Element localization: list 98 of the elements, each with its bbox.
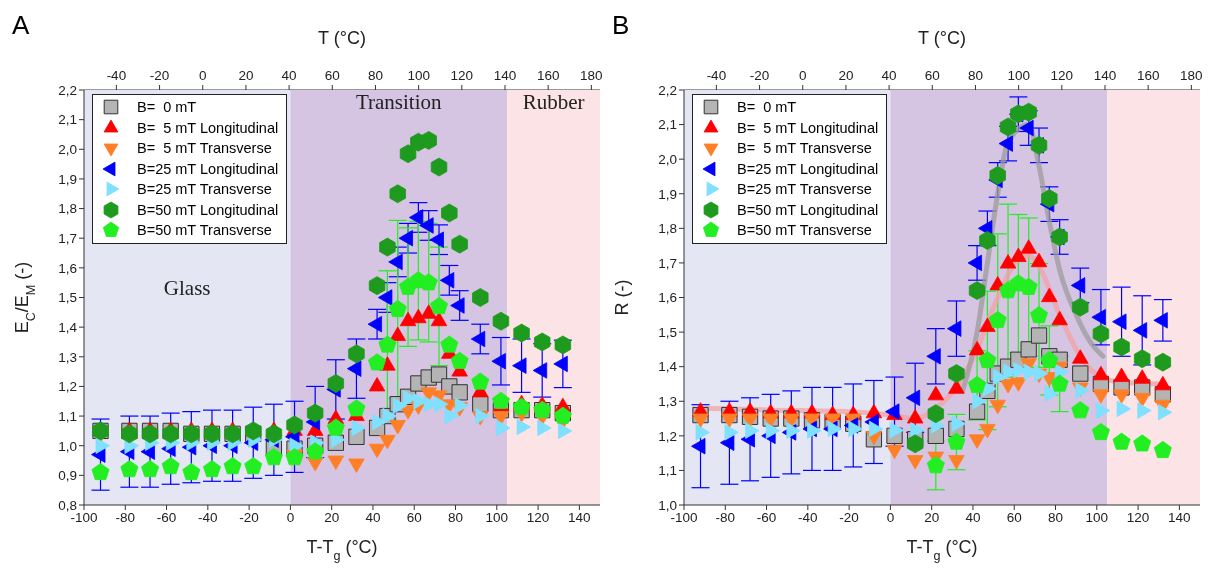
legend-label: B=50 mT Transverse: [737, 221, 872, 240]
x-tick-label: 80: [1048, 509, 1064, 525]
x-tick-label: 40: [365, 509, 381, 525]
y-tick-label: 1,5: [658, 324, 677, 340]
x-tick-label: -80: [715, 509, 736, 525]
legend-label: B= 5 mT Longitudinal: [137, 118, 279, 138]
x-tick-label: 120: [526, 509, 550, 525]
x2-tick-label: 20: [838, 68, 854, 83]
x2-tick-label: 180: [1180, 68, 1203, 83]
band-label: Rubber: [522, 89, 585, 114]
chart-title: B: [612, 10, 630, 41]
y-tick-label: 1,4: [658, 359, 678, 375]
x2-tick-label: 80: [367, 68, 383, 83]
y-tick-label: 1,9: [658, 186, 677, 202]
y-tick-label: 2,2: [58, 82, 77, 98]
x2-tick-label: 40: [281, 68, 297, 83]
y-tick-label: 1,7: [658, 255, 677, 271]
x-tick-label: 140: [1168, 509, 1191, 525]
y-tick-label: 1,1: [58, 408, 77, 424]
x-axis-title: T-T$_{g}$ (°C): [306, 537, 378, 563]
band-label: Transition: [355, 89, 443, 114]
x2-tick-label: 40: [881, 68, 897, 83]
x2-tick-label: -40: [706, 68, 727, 83]
y-axis-title: R (-): [612, 279, 632, 316]
y-tick-label: 0,9: [58, 468, 77, 484]
y-tick-label: 1,2: [658, 428, 677, 444]
x2-tick-label: 160: [536, 68, 560, 83]
y-tick-label: 2,1: [658, 117, 677, 133]
x2-tick-label: 100: [1007, 68, 1030, 83]
x-tick-label: 100: [485, 509, 509, 525]
x2-tick-label: 140: [493, 68, 517, 83]
x2-tick-label: 120: [450, 68, 474, 83]
legend-label: B=50 mT Longitudinal: [137, 200, 279, 220]
legend-label: B= 5 mT Transverse: [137, 139, 272, 158]
y-tick-label: 1,5: [58, 290, 77, 306]
y-tick-label: 1,9: [58, 171, 77, 187]
x2-tick-label: 100: [407, 68, 430, 83]
x2-tick-label: 140: [1093, 68, 1117, 83]
y-tick-label: 2,0: [58, 142, 77, 158]
y-tick-label: 2,2: [658, 82, 677, 98]
y-tick-label: 1,8: [658, 221, 677, 237]
y-tick-label: 1,3: [58, 349, 77, 365]
x-tick-label: 40: [965, 509, 981, 525]
legend-label: B= 5 mT Longitudinal: [737, 118, 879, 138]
x-tick-label: -80: [115, 509, 136, 525]
x-tick-label: 100: [1085, 509, 1109, 525]
x-tick-label: -40: [798, 509, 818, 525]
x-tick-label: -60: [156, 509, 177, 525]
x2-tick-label: -20: [149, 68, 170, 83]
x-tick-label: 20: [324, 509, 340, 525]
legend-label: B=25 mT Transverse: [737, 180, 872, 199]
x2-tick-label: 0: [798, 68, 807, 83]
y-tick-label: 1,6: [658, 290, 677, 306]
y-tick-label: 1,4: [58, 319, 78, 335]
x2-tick-label: -40: [106, 68, 127, 83]
x2-tick-label: -20: [749, 68, 770, 83]
x2-axis-title: T (°C): [918, 28, 966, 48]
x2-tick-label: 0: [198, 68, 207, 83]
legend-label: B=50 mT Longitudinal: [737, 200, 879, 220]
x-tick-label: 0: [286, 509, 295, 525]
x2-tick-label: 120: [1050, 68, 1074, 83]
x2-tick-label: 20: [238, 68, 254, 83]
y-tick-label: 1,6: [58, 260, 77, 276]
x-tick-label: 20: [924, 509, 940, 525]
legend-label: B=25 mT Longitudinal: [137, 159, 279, 179]
legend-label: B=25 mT Transverse: [137, 180, 272, 199]
y-tick-label: 1,3: [658, 394, 677, 410]
x2-tick-label: 80: [967, 68, 983, 83]
x-tick-label: 140: [568, 509, 591, 525]
x-tick-label: 60: [1006, 509, 1022, 525]
x2-tick-label: 160: [1136, 68, 1160, 83]
x-axis-title: T-T$_{g}$ (°C): [906, 537, 978, 563]
x-tick-label: -20: [839, 509, 859, 525]
x-tick-label: -20: [239, 509, 259, 525]
legend-label: B= 0 mT: [737, 98, 797, 117]
y-tick-label: 2,0: [658, 151, 677, 167]
x2-tick-label: 60: [324, 68, 340, 83]
y-tick-label: 1,0: [58, 438, 77, 454]
x2-tick-label: 180: [580, 68, 603, 83]
x-tick-label: -60: [756, 509, 777, 525]
y-tick-label: 1,1: [658, 463, 677, 479]
y-tick-label: 1,2: [58, 379, 77, 395]
x-tick-label: 0: [886, 509, 895, 525]
legend-label: B= 5 mT Transverse: [737, 139, 872, 158]
x2-axis-title: T (°C): [318, 28, 366, 48]
y-tick-label: 2,1: [58, 112, 77, 128]
legend-label: B=50 mT Transverse: [137, 221, 272, 240]
x2-tick-label: 60: [924, 68, 940, 83]
chart-title: A: [12, 10, 30, 41]
x-tick-label: 120: [1126, 509, 1150, 525]
y-tick-label: 1,8: [58, 201, 77, 217]
band-label: Glass: [163, 275, 211, 300]
legend-label: B= 0 mT: [137, 98, 197, 117]
legend-label: B=25 mT Longitudinal: [737, 159, 879, 179]
x-tick-label: 80: [448, 509, 464, 525]
x-tick-label: -40: [198, 509, 218, 525]
y-tick-label: 1,7: [58, 231, 77, 247]
x-tick-label: 60: [406, 509, 422, 525]
